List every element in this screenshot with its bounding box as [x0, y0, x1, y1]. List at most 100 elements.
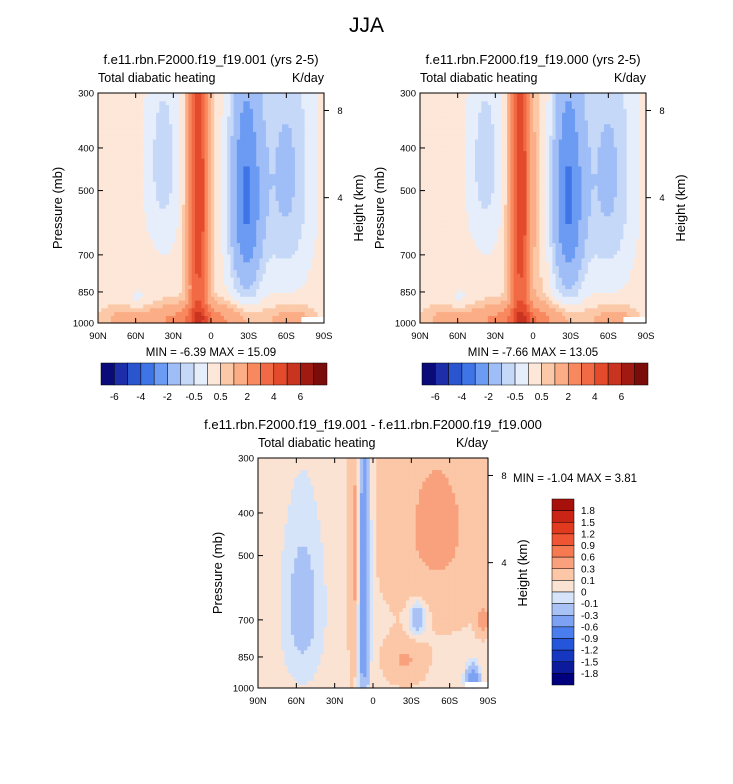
contour-cell	[491, 319, 495, 324]
contour-cell	[169, 254, 173, 259]
contour-cell	[275, 146, 280, 152]
contour-cell	[181, 119, 186, 125]
contour-cell	[172, 219, 177, 224]
contour-cell	[491, 288, 495, 293]
contour-cell	[172, 142, 177, 148]
contour-cell	[101, 250, 106, 255]
contour-cell	[458, 307, 463, 313]
contour-cell	[217, 208, 222, 213]
contour-cell	[130, 288, 135, 293]
contour-cell	[626, 300, 631, 305]
contour-cell	[445, 315, 450, 320]
contour-cell	[194, 273, 199, 278]
contour-cell	[613, 300, 618, 305]
contour-cell	[188, 280, 193, 286]
contour-cell	[175, 93, 180, 98]
contour-cell	[236, 192, 241, 198]
contour-cell	[123, 227, 128, 232]
contour-cell	[110, 246, 115, 251]
contour-cell	[282, 139, 286, 144]
contour-cell	[207, 185, 212, 190]
contour-cell	[265, 154, 270, 159]
contour-cell	[220, 162, 225, 167]
contour-cell	[98, 112, 102, 117]
contour-cell	[272, 231, 277, 236]
contour-cell	[317, 219, 322, 224]
contour-cell	[201, 231, 206, 236]
contour-cell	[98, 277, 102, 282]
contour-cell	[110, 227, 115, 232]
contour-cell	[123, 280, 128, 286]
contour-cell	[143, 208, 148, 213]
contour-cell	[149, 231, 154, 236]
contour-cell	[304, 250, 309, 255]
contour-cell	[301, 269, 306, 274]
contour-cell	[288, 192, 293, 198]
contour-cell	[214, 196, 219, 201]
contour-cell	[307, 238, 312, 244]
contour-cell	[156, 154, 160, 159]
contour-cell	[175, 204, 180, 209]
contour-cell	[175, 116, 180, 121]
contour-cell	[127, 185, 131, 190]
contour-cell	[523, 292, 528, 297]
contour-cell	[311, 234, 315, 240]
contour-cell	[133, 231, 138, 236]
contour-cell	[211, 204, 215, 209]
contour-cell	[288, 277, 293, 282]
contour-cell	[130, 277, 135, 282]
contour-cell	[110, 208, 115, 213]
contour-cell	[130, 319, 135, 324]
contour-cell	[130, 150, 135, 155]
contour-cell	[194, 93, 199, 98]
contour-cell	[227, 234, 231, 240]
contour-cell	[471, 303, 476, 309]
contour-cell	[143, 315, 148, 320]
contour-cell	[243, 119, 248, 125]
contour-cell	[507, 300, 511, 305]
contour-cell	[246, 288, 251, 293]
contour-cell	[304, 188, 309, 194]
contour-cell	[204, 219, 209, 224]
contour-cell	[468, 288, 473, 293]
contour-cell	[194, 315, 199, 320]
contour-cell	[101, 112, 106, 117]
contour-cell	[204, 192, 209, 198]
contour-cell	[130, 93, 135, 98]
contour-cell	[317, 112, 322, 117]
contour-cell	[301, 135, 306, 140]
contour-cell	[146, 208, 151, 213]
contour-cell	[269, 265, 273, 270]
contour-cell	[314, 292, 319, 297]
contour-cell	[262, 119, 267, 125]
contour-cell	[246, 242, 251, 247]
contour-cell	[178, 142, 183, 148]
contour-cell	[220, 93, 225, 98]
contour-cell	[110, 284, 115, 290]
contour-cell	[181, 146, 186, 152]
contour-cell	[294, 238, 299, 244]
contour-cell	[207, 112, 212, 117]
contour-cell	[123, 307, 128, 313]
contour-cell	[207, 257, 212, 263]
contour-cell	[139, 104, 144, 109]
contour-cell	[623, 284, 628, 290]
contour-cell	[130, 188, 135, 194]
contour-cell	[275, 162, 280, 167]
contour-cell	[429, 292, 434, 297]
contour-cell	[262, 96, 267, 102]
contour-cell	[114, 261, 118, 267]
contour-cell	[117, 100, 122, 106]
contour-cell	[291, 131, 296, 136]
contour-cell	[139, 211, 144, 217]
contour-cell	[107, 100, 112, 106]
contour-cell	[298, 200, 302, 205]
contour-cell	[120, 250, 125, 255]
contour-cell	[227, 307, 231, 313]
contour-cell	[120, 208, 125, 213]
contour-cell	[178, 119, 183, 125]
contour-cell	[207, 265, 212, 270]
contour-cell	[549, 311, 553, 316]
contour-cell	[169, 146, 173, 152]
contour-cell	[101, 188, 106, 194]
